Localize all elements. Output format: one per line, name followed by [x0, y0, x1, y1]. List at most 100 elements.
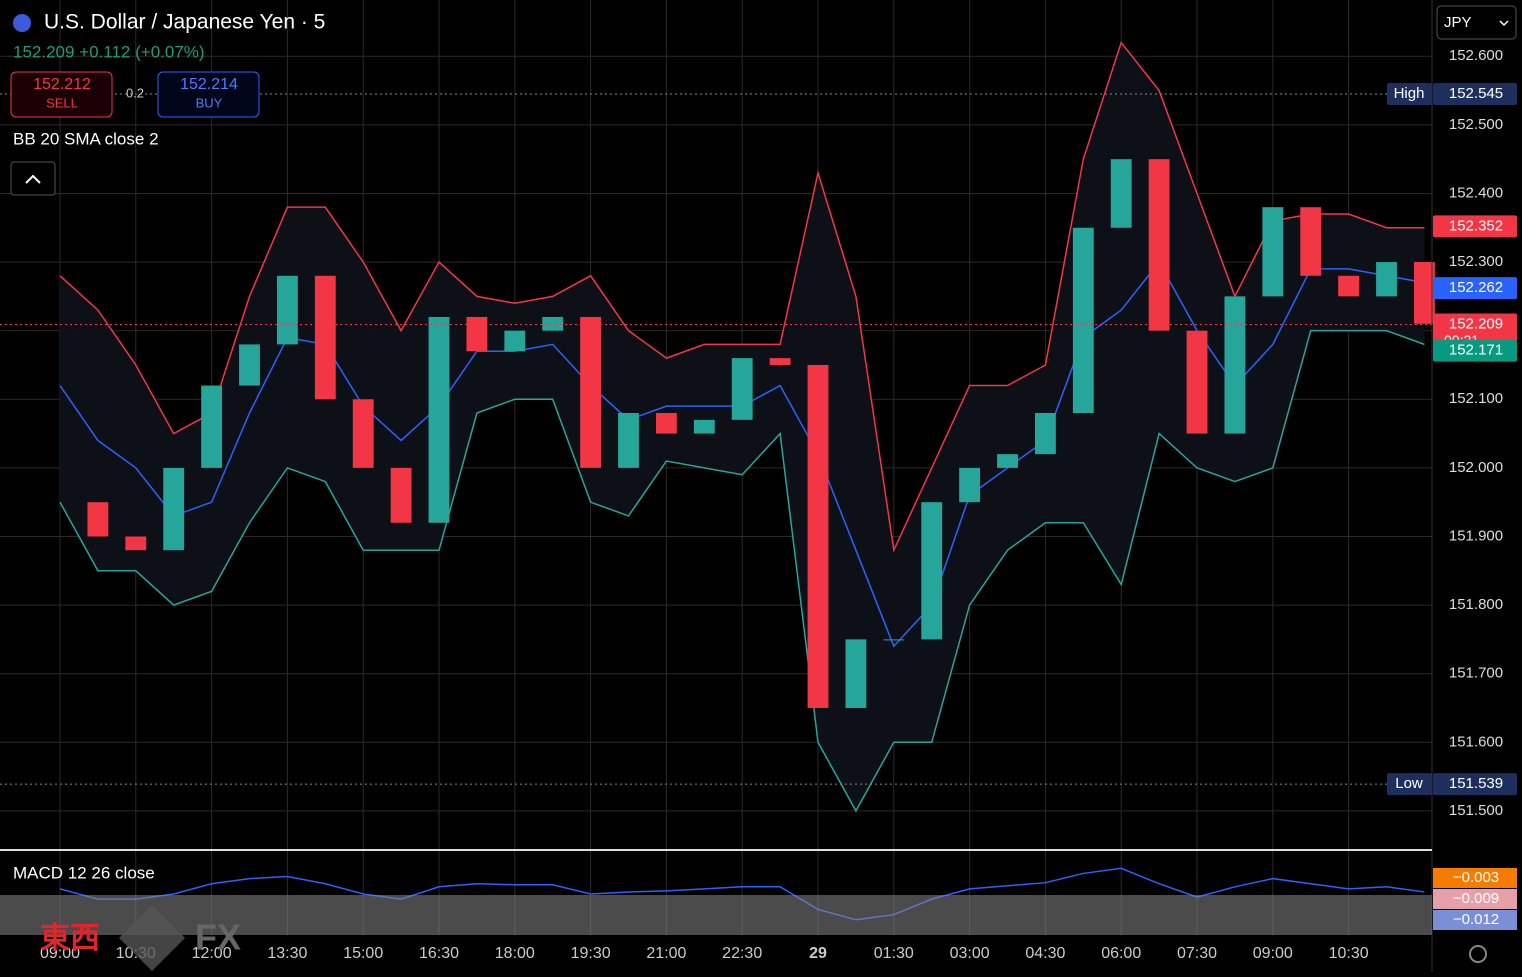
- dropdown-icon: [1499, 20, 1509, 27]
- y-tick-label: 152.500: [1449, 116, 1503, 133]
- x-tick-label: 22:30: [722, 945, 762, 962]
- x-tick-label: 07:30: [1177, 945, 1217, 962]
- candle: [239, 344, 260, 386]
- y-tick-label: 152.300: [1449, 253, 1503, 270]
- spread: 0.2: [126, 85, 144, 100]
- plot: [0, 40, 1435, 813]
- y-tick-label: 151.600: [1449, 733, 1503, 750]
- candle: [959, 467, 981, 503]
- x-tick-label: 03:00: [950, 945, 990, 962]
- watermark-band: [0, 895, 1432, 935]
- candle: [1338, 275, 1360, 297]
- candle: [466, 316, 488, 352]
- x-tick-label: 16:30: [419, 945, 459, 962]
- candle: [731, 358, 753, 420]
- candle: [580, 316, 602, 468]
- candle: [276, 275, 298, 345]
- candle: [1224, 296, 1246, 434]
- price-marker-label: 152.171: [1449, 342, 1503, 359]
- candle: [807, 364, 829, 708]
- candle: [997, 454, 1018, 468]
- candle: [618, 412, 639, 468]
- candle: [390, 467, 412, 523]
- currency-select[interactable]: [1436, 5, 1517, 40]
- price-marker: [1433, 339, 1517, 362]
- candle: [1186, 330, 1208, 434]
- price-marker-label: 151.539: [1449, 775, 1503, 792]
- axis: 09:00 10:30 12:00 13:30 15:00 16:30 18:00 19:30…: [40, 47, 1517, 962]
- x-tick-label: 19:30: [571, 945, 611, 962]
- candle: [314, 275, 336, 400]
- y-tick-label: 151.500: [1449, 802, 1503, 819]
- series-line: [59, 329, 1425, 813]
- candle: [845, 639, 867, 708]
- y-tick-label: 151.800: [1449, 596, 1503, 613]
- candle: [1148, 159, 1170, 331]
- collapse-button[interactable]: [10, 161, 56, 196]
- price-marker-label: 152.352: [1449, 217, 1503, 234]
- candle: [921, 502, 943, 640]
- settings-icon[interactable]: [1469, 945, 1487, 963]
- y-tick-label: 151.700: [1449, 665, 1503, 682]
- watermark-suffix: FX: [195, 917, 241, 958]
- candle: [655, 412, 677, 434]
- quote: 152.209 +0.112 (+0.07%): [13, 42, 205, 61]
- series-line: [59, 40, 1425, 553]
- candle: [693, 419, 715, 434]
- candle: [542, 316, 564, 331]
- readout-label: −0.003: [1453, 869, 1499, 886]
- marker-tag: [1387, 82, 1432, 105]
- chevron-icon: [25, 174, 41, 184]
- candle: [125, 536, 147, 551]
- indicator-label: BB 20 SMA close 2: [13, 129, 159, 148]
- candle: [163, 467, 185, 551]
- x-tick-label: 12:00: [192, 945, 232, 962]
- flag-icon: [13, 14, 31, 32]
- readout-label: −0.009: [1453, 890, 1499, 907]
- candle: [87, 502, 109, 537]
- candle: [1376, 262, 1397, 297]
- buy-button[interactable]: [157, 71, 260, 118]
- x-tick-label: 04:30: [1025, 945, 1065, 962]
- header: U.S. Dollar / Japanese Yen · 5 152.209 +…: [10, 5, 1517, 971]
- candle: [1413, 262, 1435, 324]
- price-marker-label: 152.545: [1449, 85, 1503, 102]
- candle: [1072, 227, 1094, 413]
- sell-label: SELL: [46, 95, 78, 110]
- candle: [1300, 207, 1322, 276]
- x-tick-label: 15:00: [343, 945, 383, 962]
- marker-tag-label: Low: [1395, 775, 1423, 792]
- candle: [504, 330, 526, 352]
- sell-price: 152.212: [33, 76, 91, 93]
- sell-button[interactable]: [10, 71, 113, 118]
- x-tick-label: 01:30: [874, 945, 914, 962]
- y-tick-label: 152.400: [1449, 184, 1503, 201]
- price-marker-label: 152.209: [1449, 315, 1503, 332]
- price-marker: [1433, 773, 1517, 796]
- y-tick-label: 152.100: [1449, 390, 1503, 407]
- x-tick-label: 29: [809, 945, 827, 962]
- x-tick-label: 10:30: [1329, 945, 1369, 962]
- watermark-brand: 東西: [40, 922, 100, 955]
- readout-label: −0.012: [1453, 911, 1499, 928]
- readout: [1433, 910, 1517, 930]
- y-tick-label: 152.600: [1449, 47, 1503, 64]
- price-marker-label: 152.262: [1449, 279, 1503, 296]
- price-marker: [1433, 215, 1517, 238]
- x-tick-label: 13:30: [267, 945, 307, 962]
- candle: [1034, 412, 1056, 455]
- x-tick-label: 21:00: [646, 945, 686, 962]
- symbol-title: U.S. Dollar / Japanese Yen · 5: [44, 11, 325, 34]
- marker-tag: [1387, 773, 1432, 796]
- marker-tag-label: High: [1394, 85, 1425, 102]
- x-tick-label: 09:00: [40, 945, 80, 962]
- x-tick-label: 09:00: [1253, 945, 1293, 962]
- macd-label: MACD 12 26 close: [13, 863, 155, 882]
- x-tick-label: 18:00: [495, 945, 535, 962]
- candle: [1262, 207, 1284, 297]
- y-tick-label: 151.900: [1449, 527, 1503, 544]
- buy-price: 152.214: [180, 76, 238, 93]
- buy-label: BUY: [196, 95, 223, 110]
